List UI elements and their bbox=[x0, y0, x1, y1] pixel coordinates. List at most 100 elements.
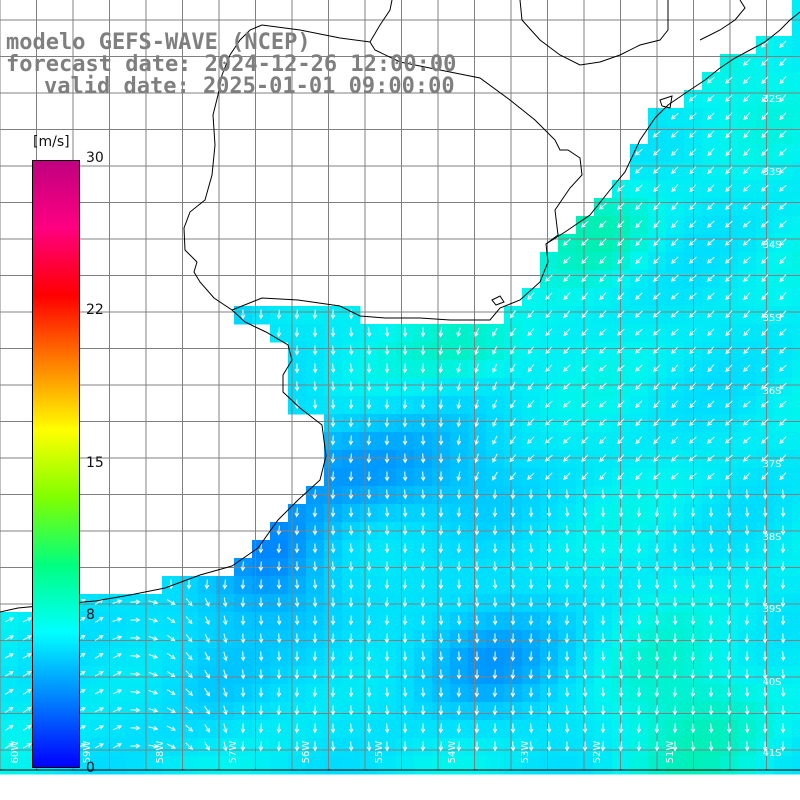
wind-arrow bbox=[185, 598, 193, 607]
wind-arrow bbox=[654, 723, 660, 734]
wind-arrow bbox=[690, 633, 696, 644]
wind-arrow bbox=[582, 579, 588, 590]
wind-arrow bbox=[780, 579, 786, 590]
wind-arrow bbox=[690, 525, 696, 536]
wind-arrow bbox=[130, 617, 141, 623]
wind-arrow bbox=[312, 345, 318, 356]
wind-arrow bbox=[708, 579, 714, 590]
wind-speed-cell bbox=[126, 612, 145, 631]
wind-arrow bbox=[599, 418, 607, 426]
wind-arrow bbox=[510, 507, 516, 518]
wind-speed-cell bbox=[738, 144, 757, 163]
wind-arrow bbox=[509, 454, 517, 463]
wind-arrow bbox=[348, 471, 354, 482]
wind-arrow bbox=[384, 399, 390, 410]
wind-speed-cell bbox=[720, 396, 739, 415]
wind-arrow bbox=[744, 489, 750, 500]
wind-arrow bbox=[706, 256, 715, 264]
wind-arrow bbox=[779, 76, 787, 85]
wind-arrow bbox=[636, 543, 642, 554]
wind-speed-cell bbox=[666, 126, 685, 145]
wind-arrow bbox=[563, 328, 571, 337]
wind-arrow bbox=[744, 723, 750, 734]
wind-speed-cell bbox=[468, 342, 487, 361]
wind-arrow bbox=[708, 705, 714, 716]
wind-speed-cell bbox=[630, 756, 649, 775]
colorbar-unit: [m/s] bbox=[33, 134, 70, 150]
wind-arrow bbox=[654, 543, 660, 554]
wind-speed-cell bbox=[756, 144, 775, 163]
wind-arrow bbox=[706, 418, 715, 426]
wind-arrow bbox=[689, 382, 697, 391]
wind-arrow bbox=[744, 525, 750, 536]
wind-speed-cell bbox=[126, 594, 145, 613]
wind-arrow bbox=[420, 417, 426, 428]
wind-arrow bbox=[690, 507, 696, 518]
wind-arrow bbox=[760, 40, 769, 48]
wind-arrow bbox=[618, 723, 624, 734]
wind-speed-cell bbox=[774, 324, 793, 343]
wind-arrow bbox=[779, 274, 787, 283]
wind-speed-cell bbox=[630, 270, 649, 289]
wind-arrow bbox=[744, 579, 750, 590]
wind-speed-cell bbox=[594, 432, 613, 451]
wind-speed-cell bbox=[738, 162, 757, 181]
wind-arrow bbox=[742, 382, 751, 390]
wind-arrow bbox=[671, 166, 679, 175]
wind-speed-cell bbox=[576, 270, 595, 289]
wind-arrow bbox=[348, 525, 354, 536]
wind-arrow bbox=[528, 543, 534, 554]
wind-arrow bbox=[474, 633, 480, 644]
wind-arrow bbox=[366, 741, 372, 752]
wind-arrow bbox=[599, 220, 607, 228]
wind-arrow bbox=[528, 507, 534, 518]
wind-speed-cell bbox=[594, 234, 613, 253]
wind-speed-cell bbox=[756, 450, 775, 469]
wind-arrow bbox=[617, 310, 625, 318]
wind-arrow bbox=[167, 616, 176, 624]
wind-arrow bbox=[258, 687, 264, 698]
wind-speed-cell bbox=[666, 270, 685, 289]
wind-arrow bbox=[779, 436, 787, 445]
wind-arrow bbox=[366, 381, 372, 392]
wind-speed-cell bbox=[612, 216, 631, 235]
wind-speed-cell bbox=[522, 360, 541, 379]
wind-arrow bbox=[762, 597, 768, 608]
wind-arrow bbox=[760, 220, 769, 228]
wind-arrow bbox=[510, 723, 516, 734]
wind-arrow bbox=[690, 579, 696, 590]
wind-arrow bbox=[545, 292, 553, 300]
wind-speed-cell bbox=[504, 360, 523, 379]
wind-arrow bbox=[22, 706, 32, 713]
wind-arrow bbox=[636, 615, 642, 626]
wind-speed-cell bbox=[576, 432, 595, 451]
wind-arrow bbox=[598, 202, 607, 210]
wind-arrow bbox=[294, 633, 300, 644]
wind-arrow bbox=[545, 472, 553, 480]
wind-speed-cell bbox=[540, 756, 559, 775]
wind-speed-cell bbox=[792, 180, 800, 199]
wind-arrow bbox=[204, 615, 210, 626]
wind-arrow bbox=[546, 489, 552, 500]
wind-arrow bbox=[348, 597, 354, 608]
wind-arrow bbox=[671, 184, 679, 193]
wind-arrow bbox=[564, 723, 570, 734]
wind-arrow bbox=[402, 417, 408, 428]
wind-arrow bbox=[366, 435, 372, 446]
wind-arrow bbox=[544, 418, 553, 426]
wind-arrow bbox=[294, 669, 300, 680]
wind-speed-cell bbox=[792, 504, 800, 523]
wind-arrow bbox=[223, 687, 228, 698]
wind-speed-cell bbox=[720, 144, 739, 163]
wind-arrow bbox=[618, 687, 624, 698]
wind-arrow bbox=[780, 669, 786, 680]
wind-arrow bbox=[688, 310, 697, 318]
wind-arrow bbox=[778, 400, 787, 408]
wind-arrow bbox=[312, 309, 318, 320]
wind-arrow bbox=[599, 454, 607, 463]
wind-arrow bbox=[492, 363, 498, 374]
wind-arrow bbox=[653, 418, 661, 427]
wind-arrow bbox=[762, 633, 768, 644]
wind-arrow bbox=[779, 130, 787, 138]
wind-speed-cell bbox=[612, 234, 631, 253]
